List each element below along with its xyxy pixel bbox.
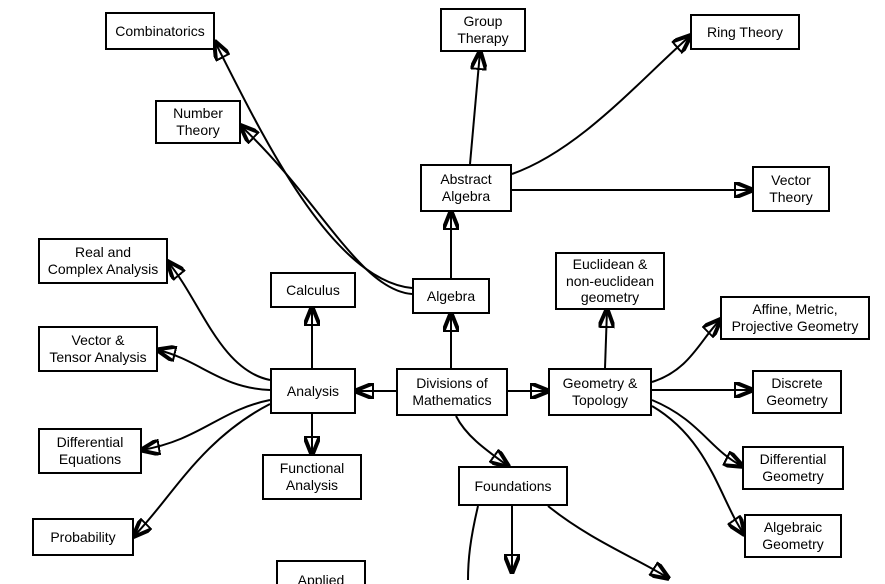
- node-euclidean-geometry: Euclidean & non-euclidean geometry: [555, 252, 665, 310]
- node-divisions-of-mathematics: Divisions of Mathematics: [396, 368, 508, 416]
- node-algebra: Algebra: [412, 278, 490, 314]
- node-number-theory: Number Theory: [155, 100, 241, 144]
- node-differential-geometry: Differential Geometry: [742, 446, 844, 490]
- node-algebraic-geometry: Algebraic Geometry: [744, 514, 842, 558]
- edge: [215, 42, 412, 288]
- edge: [168, 262, 270, 380]
- node-differential-equations: Differential Equations: [38, 428, 142, 474]
- node-real-complex-analysis: Real and Complex Analysis: [38, 238, 168, 284]
- diagram-canvas: Combinatorics Group Therapy Ring Theory …: [0, 0, 885, 584]
- edge: [548, 506, 668, 578]
- node-probability: Probability: [32, 518, 134, 556]
- node-ring-theory: Ring Theory: [690, 14, 800, 50]
- node-vector-tensor-analysis: Vector & Tensor Analysis: [38, 326, 158, 372]
- edge: [652, 320, 720, 382]
- edge: [512, 36, 690, 174]
- node-applied: Applied: [276, 560, 366, 584]
- node-geometry-topology: Geometry & Topology: [548, 368, 652, 416]
- node-group-therapy: Group Therapy: [440, 8, 526, 52]
- node-functional-analysis: Functional Analysis: [262, 454, 362, 500]
- node-vector-theory: Vector Theory: [752, 166, 830, 212]
- edge: [470, 52, 480, 164]
- node-analysis: Analysis: [270, 368, 356, 414]
- edge: [456, 416, 508, 466]
- edge: [468, 506, 478, 580]
- edge: [241, 126, 412, 294]
- node-foundations: Foundations: [458, 466, 568, 506]
- node-discrete-geometry: Discrete Geometry: [752, 370, 842, 414]
- node-abstract-algebra: Abstract Algebra: [420, 164, 512, 212]
- edge: [158, 350, 270, 390]
- edge: [605, 310, 607, 368]
- edge: [652, 400, 742, 466]
- edge: [142, 400, 270, 450]
- edge: [652, 406, 744, 534]
- node-calculus: Calculus: [270, 272, 356, 308]
- node-affine-geometry: Affine, Metric, Projective Geometry: [720, 296, 870, 340]
- node-combinatorics: Combinatorics: [105, 12, 215, 50]
- edge: [134, 404, 270, 536]
